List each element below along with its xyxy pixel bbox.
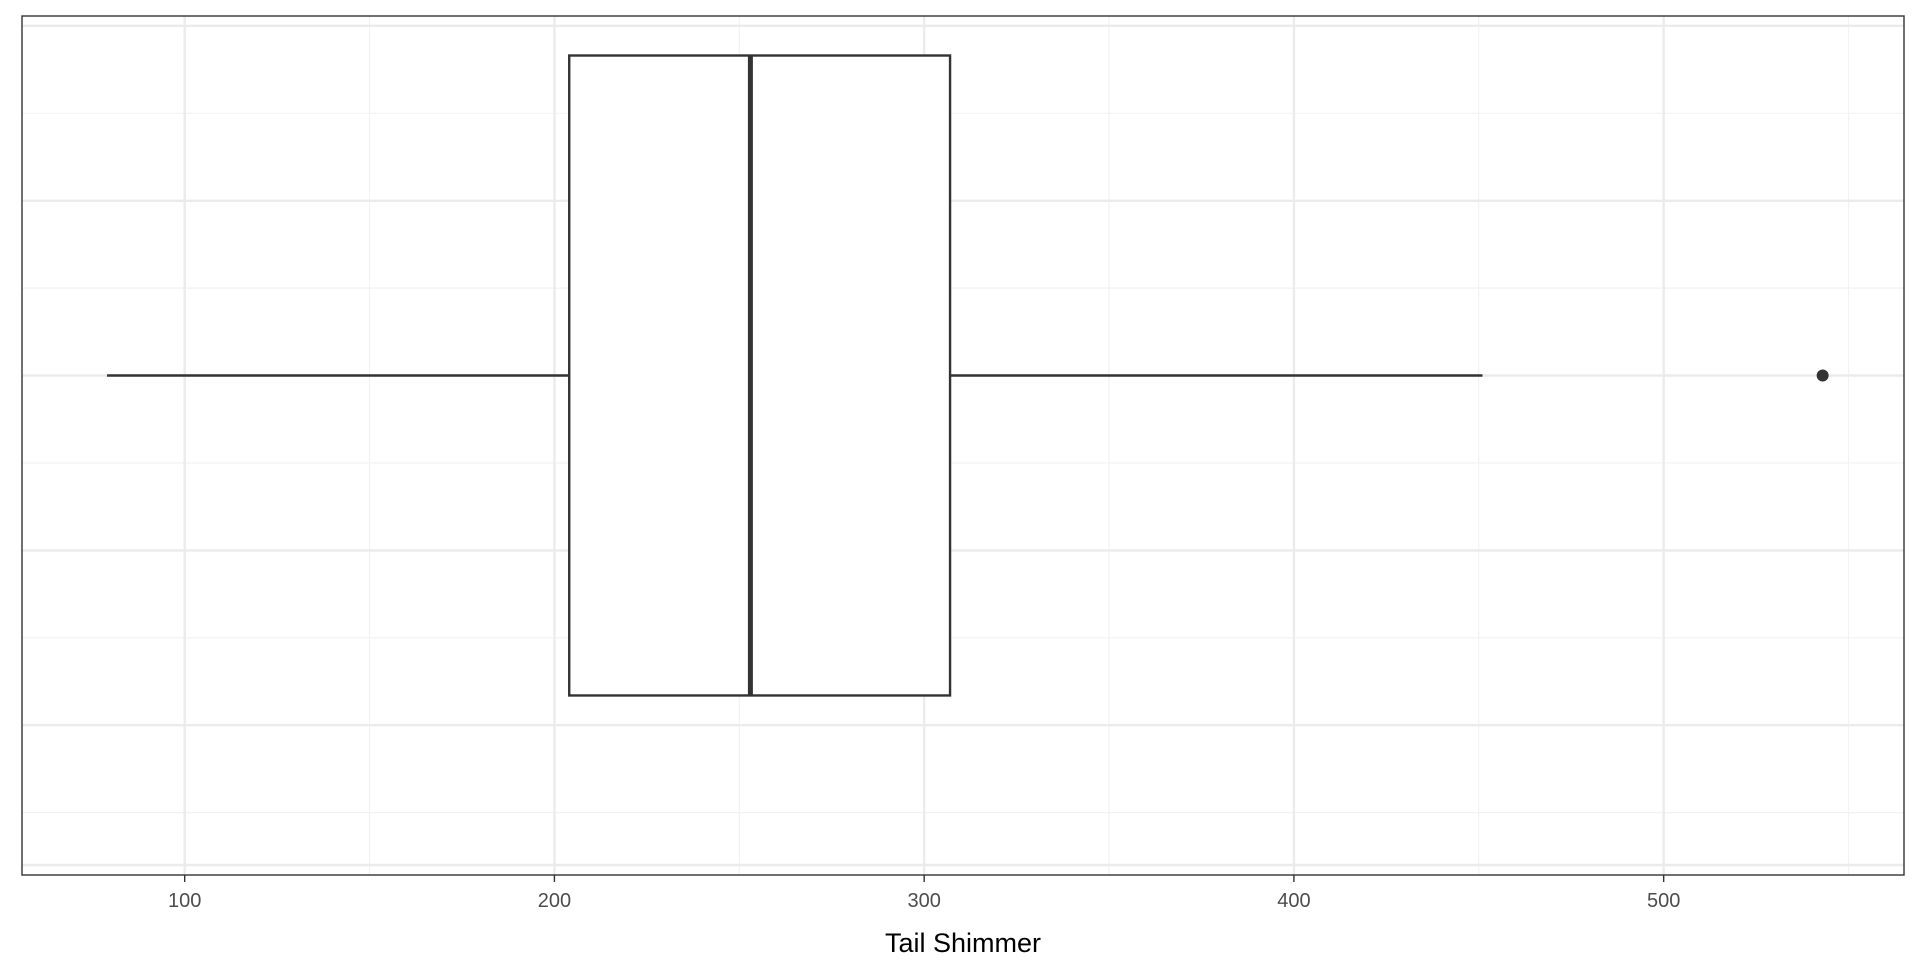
x-axis: 100 200 300 400 500 <box>168 875 1680 912</box>
x-tick-label: 300 <box>907 890 940 912</box>
x-tick-label: 100 <box>168 890 201 912</box>
box-iqr <box>568 54 952 697</box>
boxplot <box>107 54 1829 697</box>
outlier-point <box>1816 369 1829 382</box>
x-tick-label: 500 <box>1647 890 1680 912</box>
grid-minor <box>22 16 1904 875</box>
grid-major <box>22 16 1904 875</box>
panel-border <box>21 15 1905 876</box>
x-tick-label: 200 <box>538 890 571 912</box>
x-tick-label: 400 <box>1277 890 1310 912</box>
x-axis-title: Tail Shimmer <box>885 928 1041 958</box>
